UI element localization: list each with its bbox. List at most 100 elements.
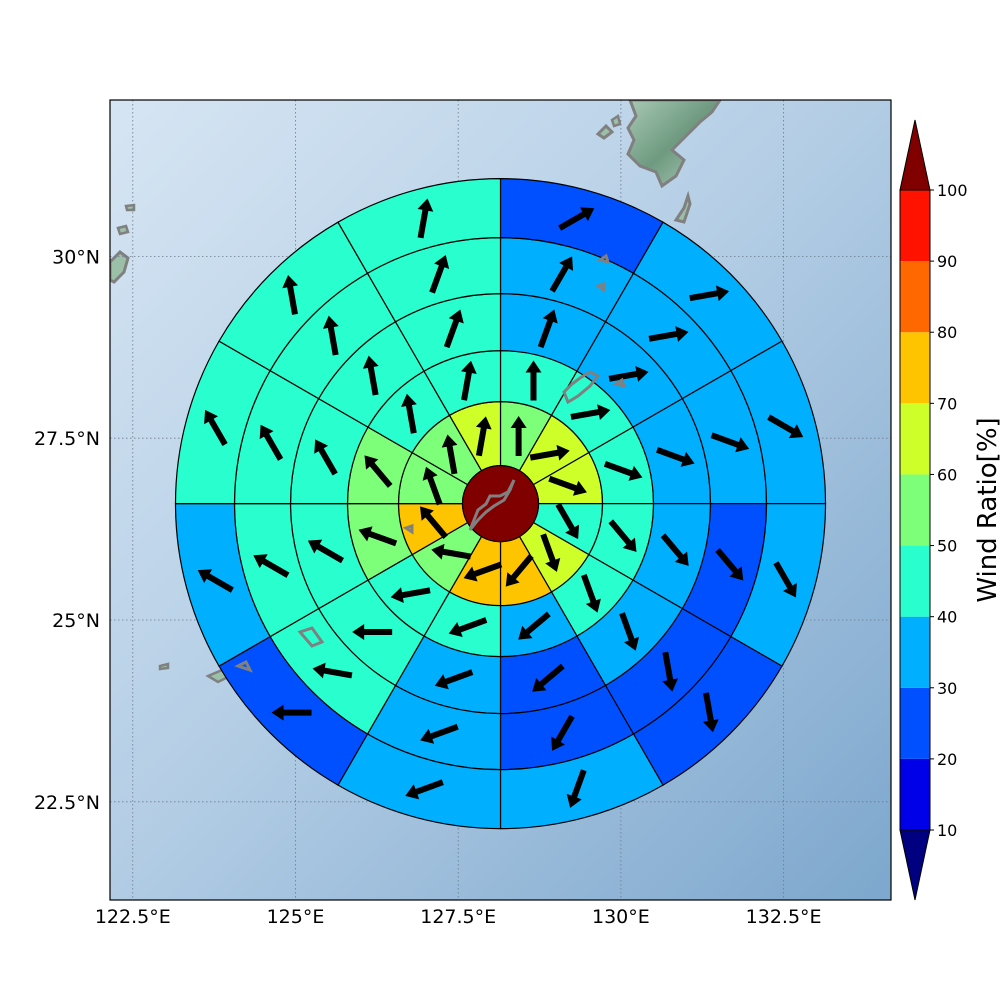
- colorbar-frame: [899, 189, 931, 831]
- wind-arrow: [525, 360, 542, 401]
- island: [610, 113, 622, 128]
- wind-arrow: [441, 434, 458, 475]
- colorbar-bin: [900, 190, 930, 262]
- wind-arrow: [566, 769, 587, 808]
- wind-arrow: [689, 285, 730, 302]
- colorbar-under-arrow: [899, 829, 931, 901]
- wind-arrow: [648, 326, 689, 342]
- colorbar-tick-label: 10: [937, 821, 957, 840]
- wind-arrow: [475, 416, 492, 457]
- wind-arrow: [358, 526, 398, 547]
- wind-arrow: [702, 692, 719, 733]
- island: [673, 190, 692, 224]
- colorbar-tick-label: 80: [937, 323, 957, 342]
- wind-arrow: [655, 447, 695, 467]
- colorbar-tick-label: 40: [937, 608, 957, 627]
- island: [612, 377, 627, 389]
- island: [402, 523, 414, 535]
- kyushu-land: [626, 100, 722, 189]
- wind-arrow: [570, 404, 611, 420]
- island: [594, 281, 606, 293]
- colorbar-bin: [900, 616, 930, 688]
- wind-arrow: [434, 669, 474, 690]
- island: [116, 224, 130, 236]
- lat-tick-label: 22.5°N: [34, 792, 100, 814]
- lat-tick-label: 25°N: [52, 610, 100, 632]
- colorbar-over-arrow: [899, 119, 931, 191]
- polar-wind-grid: [174, 178, 827, 830]
- colorbar-bin: [900, 545, 930, 617]
- colorbar-tick-label: 90: [937, 252, 957, 271]
- colorbar-bin: [900, 474, 930, 546]
- wind-arrow: [362, 355, 379, 396]
- wind-arrow: [660, 533, 689, 566]
- colorbar-label: Wind Ratio[%]: [973, 417, 1000, 602]
- island: [297, 626, 325, 648]
- colorbar-bin: [900, 687, 930, 759]
- lon-tick-label: 125°E: [267, 906, 325, 928]
- wind-arrow: [558, 207, 595, 231]
- island: [124, 203, 136, 212]
- lon-tick-label: 122.5°E: [95, 906, 171, 928]
- wind-arrow: [603, 460, 643, 481]
- wind-arrow: [461, 360, 477, 401]
- colorbar-tick-label: 20: [937, 750, 957, 769]
- wind-arrow: [259, 424, 284, 461]
- wind-arrow: [540, 533, 561, 572]
- wind-arrow: [364, 455, 393, 488]
- colorbar-tick-label: 100: [937, 181, 968, 200]
- wind-arrow: [463, 561, 503, 582]
- colorbar-tick-label: 50: [937, 537, 957, 556]
- wind-arrow: [314, 439, 338, 476]
- wind-arrow: [420, 723, 459, 744]
- wind-arrow: [767, 414, 804, 439]
- coastline-overlay: [234, 253, 627, 673]
- longitude-tick-labels: 122.5°E 125°E 127.5°E 130°E 132.5°E: [95, 906, 822, 928]
- wind-arrow: [710, 432, 750, 453]
- wind-arrow: [548, 475, 587, 496]
- wind-arrow: [580, 573, 601, 613]
- latitude-tick-labels: 22.5°N 25°N 27.5°N 30°N: [34, 246, 100, 813]
- map-frame: [109, 99, 892, 901]
- wind-arrow: [405, 779, 444, 800]
- island: [234, 659, 253, 673]
- wind-arrow: [608, 366, 649, 382]
- lon-tick-label: 130°E: [592, 906, 650, 928]
- okinawa-island: [468, 479, 516, 531]
- wind-arrow: [401, 393, 417, 434]
- wind-arrow: [253, 554, 290, 578]
- island: [596, 253, 611, 265]
- wind-arrow: [422, 466, 443, 506]
- wind-arrow: [510, 416, 527, 457]
- wind-arrow: [322, 315, 339, 356]
- lon-tick-label: 127.5°E: [420, 906, 496, 928]
- colorbar-tick-label: 70: [937, 394, 957, 413]
- wind-arrow: [352, 623, 393, 640]
- wind-arrow: [549, 256, 574, 293]
- wind-arrow: [417, 198, 434, 239]
- colorbar-bin: [900, 332, 930, 404]
- lat-tick-label: 30°N: [52, 246, 100, 268]
- wind-arrow: [773, 561, 797, 598]
- wind-arrow: [271, 704, 312, 721]
- wind-arrow: [390, 587, 431, 604]
- colorbar-tick-label: 60: [937, 465, 957, 484]
- wind-arrow: [505, 554, 534, 587]
- ring-sector: [337, 178, 502, 275]
- island: [110, 250, 130, 284]
- island: [562, 370, 601, 405]
- lat-tick-label: 27.5°N: [34, 428, 100, 450]
- wind-arrow: [307, 539, 345, 564]
- wind-arrow: [429, 254, 450, 294]
- wind-arrow: [537, 309, 558, 349]
- island: [595, 123, 615, 140]
- wind-arrow: [204, 409, 228, 446]
- wind-arrow: [197, 569, 234, 593]
- island: [158, 662, 170, 671]
- wind-arrow: [529, 444, 570, 461]
- wind-arrow: [619, 612, 640, 651]
- wind-arrow: [532, 663, 565, 692]
- wind-arrow: [662, 651, 679, 692]
- colorbar-bin: [900, 261, 930, 333]
- wind-arrow: [420, 506, 449, 540]
